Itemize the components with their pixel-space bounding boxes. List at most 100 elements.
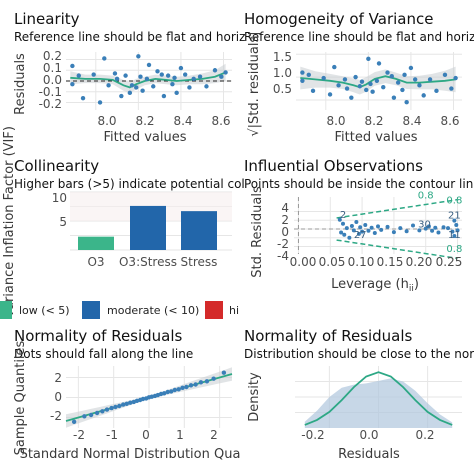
observation-point [339,230,344,235]
qq-title: Normality of Residuals [14,327,183,345]
std-residual-point [400,87,405,93]
collinearity-xtick: Stress [181,255,218,269]
linearity-ytick: -0.1 [39,85,62,99]
qq-point [71,419,77,424]
homogeneity-ylabel: √|Std. residuals| [247,31,262,136]
observation-point [450,229,455,234]
std-residual-point [427,77,433,82]
smooth-line [70,71,226,89]
influential-xtick: 0.20 [406,255,433,269]
qq-point [184,384,189,390]
influential-plot-area: 0.8 0.8 0.8 2 27 30 21 11 [294,190,462,260]
influential-ytick: -4 [277,249,289,263]
linearity-xlabel: Fitted values [103,130,186,145]
std-residual-point [321,75,326,81]
std-residual-point [385,70,390,75]
density-plot-area [295,366,462,428]
std-residual-point [357,84,363,89]
observation-point [430,228,435,233]
std-residual-point [306,72,311,78]
residual-point [123,73,128,78]
influential-subtitle: Points should be inside the contour line [244,177,474,191]
std-residual-point [300,70,305,75]
observation-point [454,223,459,228]
homogeneity-xtick: 8.0 [326,114,345,128]
qq-point [204,379,210,384]
residual-point [138,74,143,79]
linearity-title: Linearity [14,10,80,28]
vif-bar [181,211,217,250]
residual-point [134,85,139,90]
residual-point [70,82,75,87]
std-residual-point [366,56,371,62]
std-residual-point [376,61,382,66]
std-residual-point [353,74,358,80]
normal-curve [304,371,453,426]
qq-point [176,387,181,392]
std-residual-point [434,88,439,94]
residual-density-area [304,378,453,428]
observation-label: 11 [448,230,461,241]
observation-point [441,225,446,230]
observation-point [356,231,361,236]
influential-ytick: 0 [281,225,289,239]
contour-label: 0.8 [418,190,434,201]
qq-point [82,414,87,419]
density-xtick: -0.2 [301,428,324,442]
residual-point [178,65,184,71]
observation-point [436,230,441,235]
residual-point [136,54,141,59]
homogeneity-xtick: 8.2 [364,114,383,128]
qq-point [193,382,198,387]
observation-point [347,235,352,240]
residual-point [119,93,124,99]
qq-point [124,401,129,406]
observation-point [354,219,359,224]
qq-ytick: 2 [54,371,62,385]
qq-point [121,402,126,407]
observation-point [360,229,365,234]
observation-point [376,224,380,229]
observation-point [452,218,457,223]
linearity-xtick: 8.2 [135,114,154,128]
residual-point [106,83,111,88]
collinearity-subtitle: Higher bars (>5) indicate potential col [14,177,245,191]
homogeneity-xtick: 8.4 [402,114,421,128]
residual-point [112,71,118,76]
qq-point [169,389,174,394]
observation-point [366,228,371,233]
std-residual-point [442,72,448,78]
legend-label-moderate: moderate (< 10) [107,304,199,317]
homogeneity-plot-area [296,52,462,110]
homogeneity-subtitle: Reference line should be flat and horiz [244,30,474,44]
residual-point [197,74,203,79]
cook-contour-lower [336,239,458,260]
residual-point [91,72,96,77]
vif-bar [130,205,166,250]
observation-point [404,229,409,234]
std-residual-point [381,84,386,90]
residual-point [144,76,150,82]
legend-key-low [0,301,12,319]
linearity-ytick: 0.0 [43,73,62,87]
residual-point [172,75,177,80]
observation-point [363,223,368,228]
qq-point [221,370,227,375]
qq-point [211,376,216,381]
std-residual-point [404,100,409,105]
residual-point [161,93,167,99]
linearity-xtick: 8.6 [211,114,230,128]
std-residual-point [395,80,401,85]
std-residual-point [449,86,454,91]
influential-xtick: 0.00 [290,255,317,269]
std-residual-point [332,64,337,70]
residual-point [165,73,171,78]
collinearity-plot-area [70,191,232,251]
qq-ylabel: Sample Quantiles [13,340,28,455]
influential-xtick: 0.25 [436,255,463,269]
qq-point [161,391,167,396]
qq-xtick: 1 [176,428,184,442]
influential-ytick: -2 [277,237,289,251]
linearity-plot-area [66,52,232,110]
density-ylabel: Density [247,372,262,422]
